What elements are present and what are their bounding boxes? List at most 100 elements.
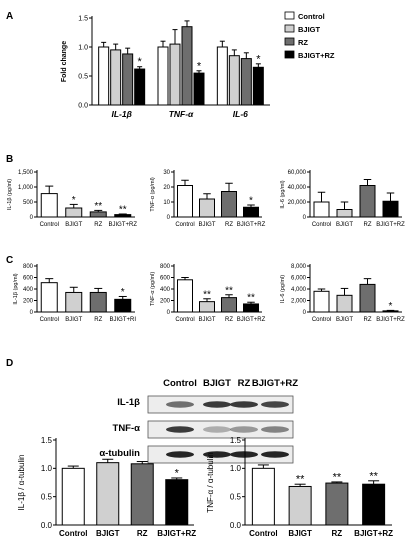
blot-band	[166, 451, 194, 458]
bar	[96, 462, 120, 526]
bar	[240, 58, 252, 106]
blot-band	[203, 426, 231, 433]
x-tick-label: RZ	[137, 529, 148, 538]
chart-c2: 0 200 400 600 800 TNF-α (pg/ml) Control ** BJIGT…	[150, 264, 266, 323]
blot-strip	[147, 420, 294, 439]
blot-band	[230, 401, 258, 408]
western-blot: Control BJIGT RZ BJIGT+RZ IL-1β TNF-α α-…	[99, 378, 298, 464]
significance-marker: *	[72, 195, 76, 206]
x-tick-label: Control	[175, 317, 194, 323]
bar	[169, 43, 181, 106]
bar	[165, 479, 189, 526]
y-tick-label: 0.0	[78, 102, 88, 109]
x-tick-label: Control	[175, 222, 194, 228]
x-tick-label: BJIGT	[65, 317, 82, 323]
y-tick-label: 0.5	[230, 492, 242, 501]
x-tick-label: BJIGT+RZ	[237, 222, 266, 228]
x-tick-label: BJIGT+RZ	[376, 317, 405, 323]
bar	[177, 279, 193, 313]
bar	[134, 68, 146, 106]
y-tick-label: 20	[163, 185, 170, 191]
x-tick-label: BJIGT	[65, 222, 82, 228]
bar	[336, 294, 353, 313]
y-axis-label: IL-6 (pg/ml)	[280, 275, 286, 303]
y-tick-label: 20,000	[288, 200, 307, 206]
y-tick-label: 1.5	[230, 436, 242, 445]
blot-band	[230, 451, 258, 458]
significance-marker: *	[249, 196, 253, 207]
y-tick-label: 0	[30, 215, 34, 221]
significance-marker: *	[121, 287, 125, 298]
legend-swatch	[284, 37, 295, 46]
y-tick-label: 40,000	[288, 185, 307, 191]
bar	[199, 198, 215, 218]
x-tick-label: BJIGT	[198, 317, 215, 323]
significance-marker: *	[175, 467, 180, 479]
blot-band	[261, 451, 289, 458]
panel-label-b: B	[6, 154, 13, 165]
y-tick-label: 500	[23, 200, 34, 206]
x-tick-label: RZ	[332, 529, 343, 538]
bar	[313, 290, 330, 313]
panel-label-d: D	[6, 358, 13, 369]
y-axis-label: TNF-α (pg/ml)	[150, 177, 156, 212]
x-tick-label: RZ	[94, 317, 102, 323]
legend-swatch	[284, 24, 295, 33]
y-tick-label: 4,000	[291, 287, 307, 293]
bar	[359, 283, 376, 313]
blot-band	[203, 451, 231, 458]
blot-row-label: IL-1β	[117, 397, 140, 408]
bar	[61, 467, 85, 526]
x-tick-label: BJIGT+RZ	[108, 222, 137, 228]
significance-marker: **	[203, 289, 211, 300]
bar	[336, 209, 353, 218]
legend-label: RZ	[298, 38, 308, 47]
bar	[251, 467, 275, 526]
y-tick-label: 1.0	[41, 464, 53, 473]
x-tick-label: BJIGT+RZ	[157, 529, 196, 538]
bar	[65, 291, 83, 313]
x-tick-label: RZ	[225, 222, 233, 228]
x-tick-label: IL-6	[233, 109, 248, 119]
x-tick-label: BJIGT+RZ	[354, 529, 393, 538]
y-tick-label: 400	[23, 287, 34, 293]
y-tick-label: 800	[23, 264, 34, 270]
blot-lane-label: BJIGT+RZ	[252, 378, 298, 389]
y-tick-label: 600	[160, 276, 171, 282]
y-tick-label: 1.5	[78, 15, 88, 22]
y-tick-label: 200	[23, 299, 34, 305]
blot-lane-label: RZ	[238, 378, 251, 389]
bar	[89, 291, 107, 313]
blot-band	[230, 426, 258, 433]
y-axis-label: TNF-α (pg/ml)	[150, 272, 156, 307]
bar	[221, 297, 237, 313]
bar	[199, 301, 215, 313]
x-tick-label: BJIGT+RZ	[376, 222, 405, 228]
y-tick-label: 600	[23, 276, 34, 282]
significance-marker: **	[333, 471, 342, 483]
legend-item: RZ	[284, 37, 308, 47]
y-tick-label: 60,000	[288, 170, 307, 176]
legend-item: Control	[284, 11, 325, 21]
x-tick-label: BJIGT	[336, 317, 353, 323]
legend-label: BJIGT	[298, 25, 321, 34]
y-tick-label: 200	[160, 299, 171, 305]
bar	[362, 483, 386, 526]
y-tick-label: 2,000	[291, 299, 307, 305]
bar	[325, 482, 349, 526]
x-tick-label: BJIGT	[336, 222, 353, 228]
bar	[288, 485, 312, 526]
blot-lane-label: BJIGT	[203, 378, 231, 389]
legend-item: BJIGT	[284, 24, 321, 34]
x-tick-label: Control	[249, 529, 277, 538]
bar	[177, 185, 193, 218]
x-tick-label: BJIGT+RI	[109, 317, 136, 323]
bar	[216, 46, 228, 106]
legend-label: BJIGT+RZ	[298, 51, 335, 60]
bar	[122, 53, 134, 106]
chart-c3: 0 2,000 4,000 6,000 8,000 IL-6 (pg/ml) Control…	[280, 264, 405, 323]
y-tick-label: 8,000	[291, 264, 307, 270]
bar	[193, 72, 205, 106]
blot-band	[166, 401, 194, 408]
